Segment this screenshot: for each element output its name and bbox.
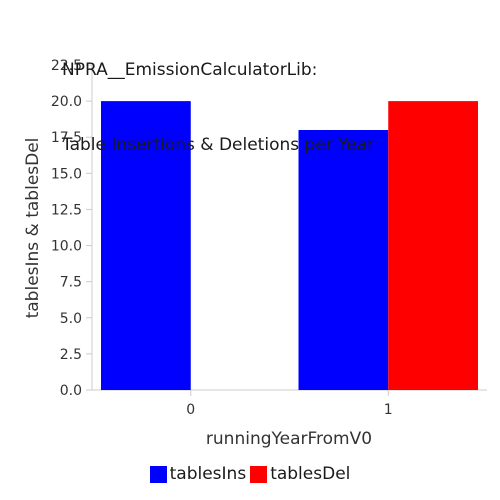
chart-title: NPRA__EmissionCalculatorLib: Table Inser… — [62, 8, 374, 208]
bars — [101, 101, 478, 390]
chart-title-line-2: Table Insertions & Deletions per Year — [62, 135, 375, 155]
legend-swatch — [149, 465, 167, 483]
y-tick-label-1: 2.5 — [60, 347, 82, 363]
legend-label: tablesIns — [169, 464, 247, 484]
legend-item-tablesIns: tablesIns — [149, 464, 247, 484]
y-tick-label-9: 22.5 — [51, 58, 82, 74]
y-axis-label: tablesIns & tablesDel — [23, 138, 43, 319]
bar-tablesDel-1 — [388, 101, 478, 390]
bar-tablesIns-0 — [101, 101, 191, 390]
bar-tablesIns-1 — [298, 130, 389, 390]
x-tick-label-1: 1 — [384, 402, 393, 418]
y-tick-label-3: 7.5 — [60, 275, 82, 291]
legend-item-tablesDel: tablesDel — [250, 464, 350, 484]
y-tick-label-4: 10.0 — [51, 239, 82, 255]
x-axis-label: runningYearFromV0 — [206, 429, 372, 449]
x-tick-label-0: 0 — [186, 402, 195, 418]
y-tick-label-8: 20.0 — [51, 94, 82, 110]
legend-swatch — [250, 465, 268, 483]
y-tick-label-6: 15.0 — [51, 166, 82, 182]
legend-label: tablesDel — [270, 464, 351, 484]
y-tick-label-2: 5.0 — [60, 311, 82, 327]
y-axis: 0.0 2.5 5.0 7.5 10.0 12.5 15.0 17.5 20.0 22.5 — [51, 58, 93, 399]
y-tick-label-5: 12.5 — [51, 202, 82, 218]
chart-title-line-1: NPRA__EmissionCalculatorLib: — [62, 60, 318, 80]
legend: tablesIns tablesDel — [0, 464, 500, 488]
y-tick-label-7: 17.5 — [51, 130, 82, 146]
y-tick-label-0: 0.0 — [60, 383, 82, 399]
